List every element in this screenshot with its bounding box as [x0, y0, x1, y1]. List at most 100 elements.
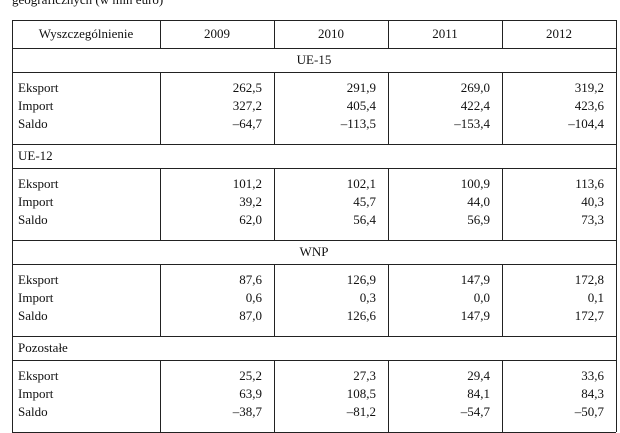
col-rule	[12, 168, 13, 240]
cell: 39,2	[239, 194, 262, 209]
cell: 100,9	[460, 176, 490, 191]
cell: –54,7	[460, 404, 490, 419]
cell: 44,0	[467, 194, 490, 209]
col-rule	[12, 264, 13, 336]
cell: 40,3	[581, 194, 604, 209]
col-rule	[616, 168, 617, 240]
cell: 101,2	[232, 176, 262, 191]
cell: –50,7	[574, 404, 604, 419]
row-label: Eksport	[18, 80, 59, 95]
col-rule	[12, 144, 13, 168]
row-label: Saldo	[18, 404, 48, 419]
cell: 147,9	[460, 272, 490, 287]
col-rule	[388, 20, 389, 48]
cell: 172,8	[574, 272, 604, 287]
col-rule	[616, 72, 617, 144]
col-rule	[160, 20, 161, 48]
col-rule	[274, 72, 275, 144]
row-label: Saldo	[18, 116, 48, 131]
cell: –64,7	[232, 116, 262, 131]
cell: 423,6	[574, 98, 604, 113]
col-rule	[160, 264, 161, 336]
cell: 0,0	[473, 290, 490, 305]
cell: 327,2	[232, 98, 262, 113]
row-label: Eksport	[18, 176, 59, 191]
section-title: UE-12	[18, 148, 53, 163]
page: geograficznych (w mln euro) Wyszczególni…	[12, 0, 617, 433]
rule	[12, 240, 616, 241]
cell: 319,2	[574, 80, 604, 95]
col-rule	[388, 360, 389, 432]
cell: 25,2	[239, 368, 262, 383]
cell: –153,4	[454, 116, 490, 131]
col-rule	[502, 360, 503, 432]
col-rule	[502, 264, 503, 336]
col-rule	[274, 264, 275, 336]
header-cell: 2010	[318, 26, 344, 41]
cell: 102,1	[346, 176, 376, 191]
col-rule	[616, 360, 617, 432]
section-title: UE-15	[296, 52, 332, 67]
cell: 87,6	[239, 272, 262, 287]
cell: 126,6	[346, 308, 376, 323]
cell: –113,5	[340, 116, 376, 131]
row-label: Saldo	[18, 308, 48, 323]
col-rule	[160, 360, 161, 432]
col-rule	[160, 72, 161, 144]
col-rule	[616, 144, 617, 168]
col-rule	[12, 48, 13, 72]
col-rule	[616, 20, 617, 48]
row-label: Import	[18, 386, 54, 401]
cell: 27,3	[353, 368, 376, 383]
section-title: Pozostałe	[18, 340, 68, 355]
col-rule	[274, 20, 275, 48]
cell: 0,1	[587, 290, 604, 305]
cell: 0,6	[245, 290, 262, 305]
col-rule	[502, 20, 503, 48]
cell: 262,5	[232, 80, 262, 95]
cell: 84,3	[581, 386, 604, 401]
rule	[12, 336, 616, 337]
row-label: Import	[18, 194, 54, 209]
col-rule	[160, 168, 161, 240]
cell: 172,7	[574, 308, 604, 323]
header-cell: 2009	[204, 26, 230, 41]
cell: –38,7	[232, 404, 262, 419]
col-rule	[616, 240, 617, 264]
cell: –81,2	[346, 404, 376, 419]
col-rule	[616, 264, 617, 336]
cell: 291,9	[346, 80, 376, 95]
col-rule	[274, 360, 275, 432]
col-rule	[12, 20, 13, 48]
cell: 422,4	[460, 98, 490, 113]
cell: 108,5	[346, 386, 376, 401]
rule	[12, 360, 616, 361]
cell: 0,3	[359, 290, 376, 305]
row-label: Saldo	[18, 212, 48, 227]
cell: 45,7	[353, 194, 376, 209]
cell: 87,0	[239, 308, 262, 323]
cell: 56,4	[353, 212, 376, 227]
cell: –104,4	[568, 116, 604, 131]
col-rule	[616, 48, 617, 72]
caption: geograficznych (w mln euro)	[12, 0, 163, 8]
col-rule	[388, 168, 389, 240]
col-rule	[388, 72, 389, 144]
cell: 62,0	[239, 212, 262, 227]
col-rule	[12, 240, 13, 264]
cell: 33,6	[581, 368, 604, 383]
cell: 405,4	[346, 98, 376, 113]
rule	[12, 264, 616, 265]
cell: 73,3	[581, 212, 604, 227]
col-rule	[12, 72, 13, 144]
header-cell: 2012	[546, 26, 572, 41]
cell: 147,9	[460, 308, 490, 323]
row-label: Eksport	[18, 272, 59, 287]
cell: 29,4	[467, 368, 490, 383]
col-rule	[502, 72, 503, 144]
col-rule	[274, 168, 275, 240]
col-rule	[616, 336, 617, 360]
header-cell: 2011	[432, 26, 458, 41]
rule	[12, 144, 616, 145]
col-rule	[502, 168, 503, 240]
